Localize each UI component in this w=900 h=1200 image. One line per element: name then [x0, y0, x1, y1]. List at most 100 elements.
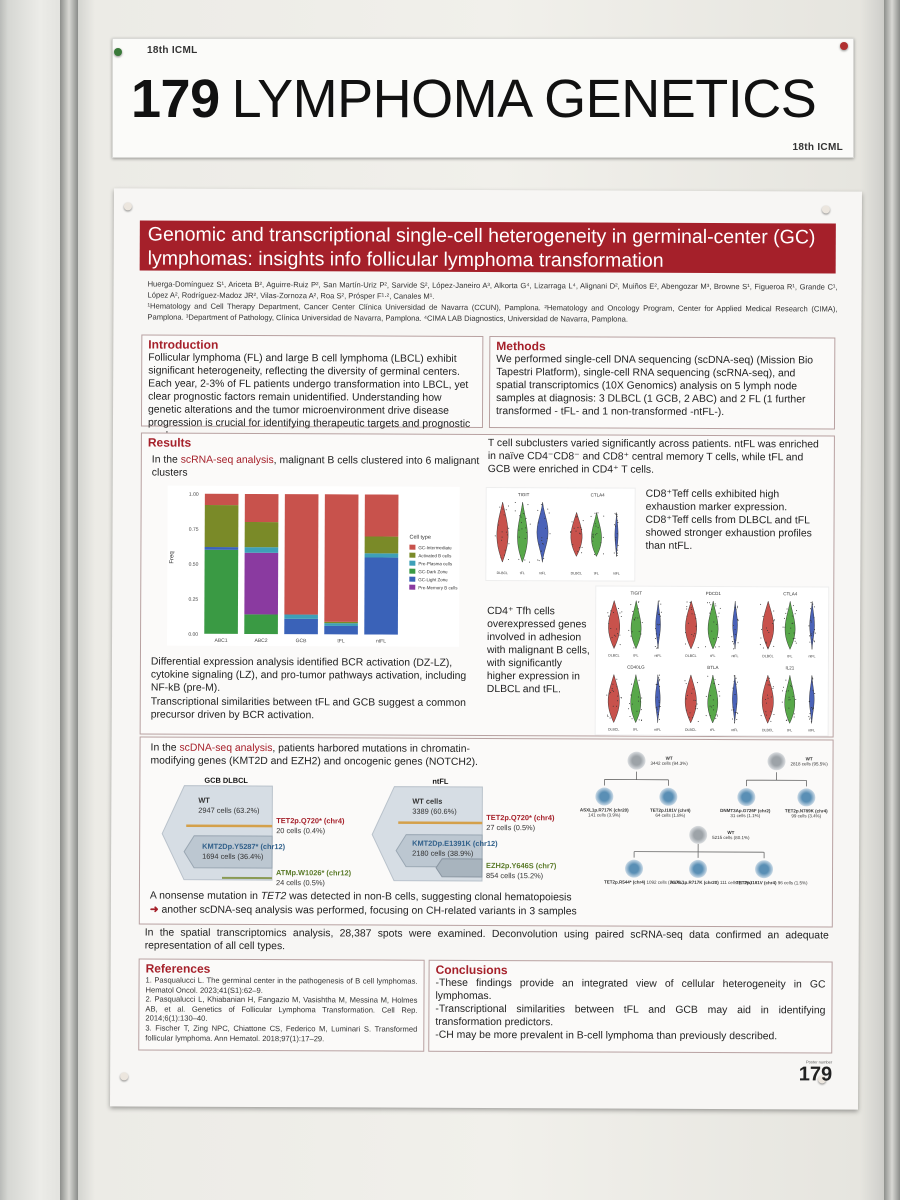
violin-point [773, 646, 774, 647]
methods-section: Methods We performed single-cell DNA seq… [489, 336, 835, 430]
methods-heading: Methods [496, 339, 828, 354]
violin-point [697, 682, 698, 683]
pin-icon [822, 205, 830, 213]
legend-swatch [409, 577, 415, 582]
legend-entry: Activated B cells [418, 553, 452, 558]
violin-point [795, 613, 796, 614]
violin-point [809, 719, 810, 720]
violin-point [610, 610, 611, 611]
violin-group-label: ntFL [808, 728, 815, 732]
violin-point [616, 686, 617, 687]
violin-point [691, 607, 692, 608]
violin-point [499, 507, 500, 508]
violin-point [812, 709, 813, 710]
cell-type-bar-chart: Freq 0.00 0.25 0.50 0.75 1.00 ABC1 ABC2 GCB tFL nt… [167, 486, 460, 647]
violin-point [715, 603, 716, 604]
violin-point [771, 697, 772, 698]
scrna-intro: In the scRNA-seq analysis, malignant B c… [152, 454, 482, 481]
tree-node-clone [625, 860, 643, 878]
violin-gene-label: TIGIT [630, 591, 642, 596]
violin-point [617, 522, 618, 523]
violin-point [541, 504, 542, 505]
violin-group-label: ntFL [731, 654, 738, 658]
violin-point [633, 647, 634, 648]
violin-point [713, 683, 714, 684]
violin-point [793, 696, 794, 697]
introduction-section: Introduction Follicular lymphoma (FL) an… [141, 334, 483, 427]
violin-point [766, 703, 767, 704]
violin-point [610, 692, 611, 693]
board-frame-post-left [60, 0, 78, 1200]
violin-point [768, 698, 769, 699]
violin-point [506, 532, 507, 533]
violin-point [616, 679, 617, 680]
violin-group-label: DLBCL [762, 728, 773, 732]
violin-shape [762, 675, 773, 723]
violin-point [697, 704, 698, 705]
violin-point [612, 684, 613, 685]
references-section: References 1. Pasqualucci L. The germina… [138, 958, 424, 1051]
violin-gene-label: PDCD1 [706, 591, 722, 596]
violin-point [784, 627, 785, 628]
placard-title: 179 LYMPHOMA GENETICS [131, 69, 816, 129]
violin-point [529, 562, 530, 563]
violin-point [814, 640, 815, 641]
violin-point [592, 534, 593, 535]
violin-point [761, 715, 762, 716]
violin-point [788, 699, 789, 700]
violin-point [768, 632, 769, 633]
violin-point [811, 621, 812, 622]
violin-group-label: DLBCL [497, 571, 508, 575]
violin-point [521, 522, 522, 523]
violin-point [495, 535, 496, 536]
violin-point [811, 707, 812, 708]
violin-shape [655, 675, 660, 723]
violin-point [762, 616, 763, 617]
violin-point [687, 695, 688, 696]
violin-point [710, 604, 711, 605]
icml-logo-top: 18th ICML [147, 45, 197, 56]
violin-group-label: DLBCL [685, 728, 696, 732]
ntfl-kmt2d: KMT2Dp.E1391K (chr12) 2180 cells (38.9%) [412, 839, 498, 858]
legend-swatch [409, 561, 415, 566]
violin-point [808, 625, 809, 626]
violin-point [786, 719, 787, 720]
violin-point [690, 712, 691, 713]
violin-point [659, 675, 660, 676]
violin-point [659, 614, 660, 615]
violin-point [774, 619, 775, 620]
violin-shape [708, 601, 718, 649]
violin-point [736, 609, 737, 610]
violin-point [570, 532, 571, 533]
violin-point [617, 520, 618, 521]
bar-segment [365, 553, 399, 557]
violin-point [810, 718, 811, 719]
violin-point [615, 636, 616, 637]
violin-point [713, 621, 714, 622]
pin-icon [120, 1072, 128, 1080]
violin-point [579, 533, 580, 534]
violin-point [637, 617, 638, 618]
introduction-heading: Introduction [148, 338, 476, 353]
conclusions-section: Conclusions -These findings provide an i… [428, 960, 832, 1054]
violin-point [606, 695, 607, 696]
nonsense-mutation-text: A nonsense mutation in TET2 was detected… [150, 890, 590, 905]
violin-shape [517, 502, 527, 562]
violin-point [659, 679, 660, 680]
violin-shape [708, 675, 718, 723]
violin-point [630, 716, 631, 717]
violin-point [735, 640, 736, 641]
violin-point [616, 514, 617, 515]
violin-point [733, 641, 734, 642]
violin-group-label: tFL [710, 654, 715, 658]
violin-point [592, 541, 593, 542]
violin-point [641, 720, 642, 721]
violin-point [572, 521, 573, 522]
legend-entry: GC-Light Zone [418, 577, 448, 582]
gcb-tet2: TET2p.Q720* (chr4) 20 cells (0.4%) [276, 816, 344, 835]
violin-point [613, 612, 614, 613]
violin-point [794, 717, 795, 718]
violin-point [504, 514, 505, 515]
violin-point [719, 646, 720, 647]
violin-point [543, 558, 544, 559]
